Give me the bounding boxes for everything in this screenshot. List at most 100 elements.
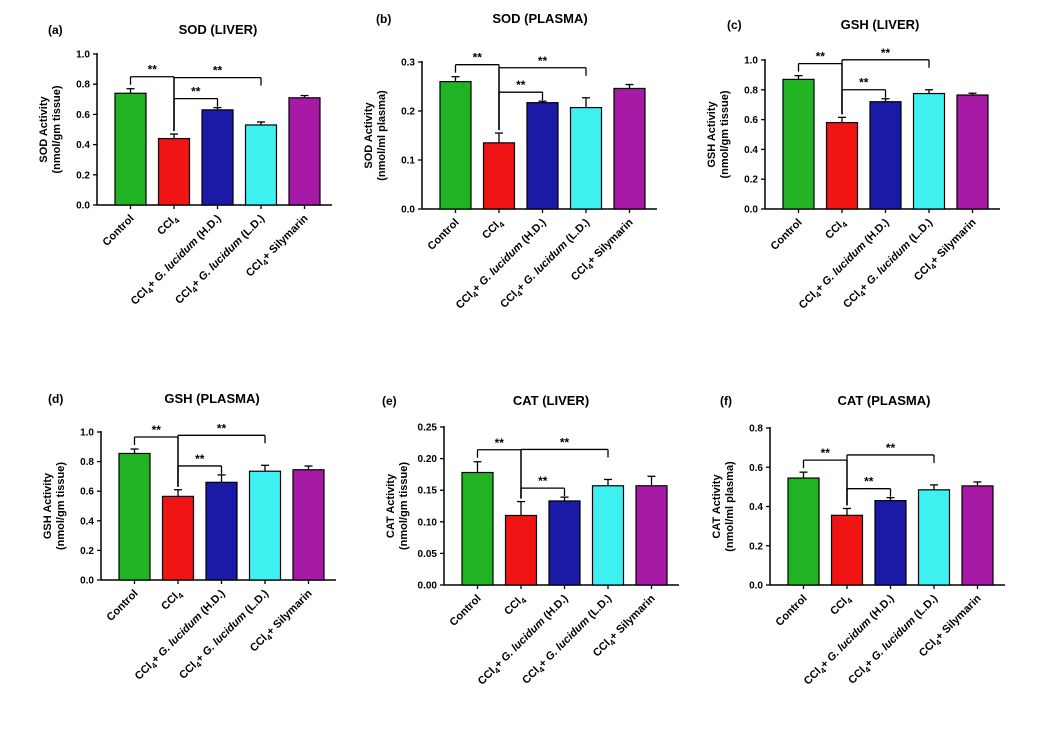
bar-3 xyxy=(205,481,238,581)
x-tick-label: Control xyxy=(104,588,140,624)
bar-4 xyxy=(244,124,278,206)
y-tick-label: 0.6 xyxy=(76,110,90,121)
y-tick-label: 0.3 xyxy=(401,58,415,69)
y-tick-label: 0.4 xyxy=(76,140,90,151)
y-tick-label: 0.8 xyxy=(80,457,94,468)
y-axis-unit-label: (nmol/gm tissue) xyxy=(55,462,67,550)
y-tick-label: 0.8 xyxy=(744,85,758,96)
bar-5 xyxy=(288,97,321,206)
y-tick-label: 0.2 xyxy=(744,175,758,186)
significance-label: ** xyxy=(859,76,869,90)
x-tick-label: CCl4 xyxy=(155,212,182,239)
x-tick-label: Control xyxy=(425,217,461,253)
y-axis-label: GSH Activity xyxy=(706,101,718,168)
bar-4 xyxy=(917,489,951,586)
bar-4 xyxy=(248,470,282,581)
y-tick-label: 0.0 xyxy=(401,205,415,216)
x-tick-label: Control xyxy=(100,213,136,249)
x-tick-label: Control xyxy=(773,593,809,629)
y-axis-label: GSH Activity xyxy=(42,472,54,539)
chart-panel-1: (a) SOD (LIVER) SOD Activity (nmol/gm tissu… xyxy=(38,22,332,307)
y-tick-label: 0.0 xyxy=(80,576,94,587)
y-tick-label: 0.2 xyxy=(76,170,90,181)
significance-label: ** xyxy=(213,64,223,78)
bar-5 xyxy=(292,469,325,581)
chart-title: GSH (LIVER) xyxy=(841,17,920,32)
y-tick-label: 1.0 xyxy=(76,50,90,61)
bar-3 xyxy=(874,500,907,586)
x-tick-label: CCl4 xyxy=(502,592,529,619)
bar-5 xyxy=(635,485,668,586)
bar-1 xyxy=(787,477,820,586)
bar-3 xyxy=(869,101,902,210)
y-tick-label: 0.15 xyxy=(418,486,438,497)
panel-letter: (f) xyxy=(720,394,732,408)
y-axis-label: SOD Activity xyxy=(363,102,375,169)
significance-label: ** xyxy=(152,423,162,437)
y-axis-unit-label: (nmol/ml plasma) xyxy=(724,461,736,552)
bar-1 xyxy=(118,452,151,581)
bar-4 xyxy=(569,106,603,210)
chart-title: CAT (PLASMA) xyxy=(838,393,931,408)
y-tick-label: 0.6 xyxy=(80,487,94,498)
y-axis-label: CAT Activity xyxy=(385,473,397,538)
x-tick-label: CCl4 xyxy=(480,216,507,243)
significance-label: ** xyxy=(886,441,896,455)
y-axis-unit-label: (nmol/ml plasma) xyxy=(376,90,388,181)
significance-label: ** xyxy=(191,85,201,99)
y-tick-label: 0.25 xyxy=(418,423,438,434)
y-tick-label: 0.20 xyxy=(418,454,438,465)
significance-label: ** xyxy=(816,50,826,64)
chart-title: SOD (LIVER) xyxy=(179,22,258,37)
significance-label: ** xyxy=(538,54,548,68)
chart-panel-3: (c) GSH (LIVER) GSH Activity (nmol/gm tissu… xyxy=(706,17,1000,311)
significance-label: ** xyxy=(560,435,570,449)
bar-1 xyxy=(114,92,147,206)
bar-5 xyxy=(613,87,646,210)
significance-label: ** xyxy=(538,474,548,488)
y-tick-label: 1.0 xyxy=(80,428,94,439)
y-axis-unit-label: (nmol/gm tissue) xyxy=(51,85,63,173)
y-tick-label: 0.4 xyxy=(744,145,758,156)
bar-1 xyxy=(461,471,494,586)
y-axis-unit-label: (nmol/gm tissue) xyxy=(719,90,731,178)
chart-panel-2: (b) SOD (PLASMA) SOD Activity (nmol/ml plas… xyxy=(363,11,657,311)
bar-1 xyxy=(782,78,815,210)
significance-label: ** xyxy=(217,421,227,435)
x-tick-label: CCl4 xyxy=(828,592,855,619)
bar-2 xyxy=(161,495,195,581)
x-tick-label: CCl4 xyxy=(159,587,186,614)
significance-label: ** xyxy=(881,46,891,60)
bar-2 xyxy=(830,514,864,586)
panel-letter: (b) xyxy=(376,12,391,26)
y-tick-label: 1.0 xyxy=(744,56,758,67)
y-tick-label: 0.8 xyxy=(749,424,763,435)
bar-5 xyxy=(956,94,989,210)
bar-2 xyxy=(504,514,538,586)
chart-title: GSH (PLASMA) xyxy=(164,391,259,406)
chart-panel-4: (d) GSH (PLASMA) GSH Activity (nmol/gm tiss… xyxy=(42,391,336,682)
bar-1 xyxy=(439,80,472,210)
bar-4 xyxy=(591,485,625,586)
y-tick-label: 0.0 xyxy=(744,205,758,216)
x-tick-label: Control xyxy=(768,217,804,253)
y-tick-label: 0.0 xyxy=(749,581,763,592)
bar-3 xyxy=(526,102,559,210)
y-tick-label: 0.8 xyxy=(76,80,90,91)
y-axis-label: SOD Activity xyxy=(38,96,50,163)
chart-panel-6: (f) CAT (PLASMA) CAT Activity (nmol/ml plas… xyxy=(711,393,1005,687)
x-tick-label: Control xyxy=(447,593,483,629)
bar-2 xyxy=(157,137,191,206)
y-axis-label: CAT Activity xyxy=(711,474,723,539)
significance-label: ** xyxy=(495,436,505,450)
bar-3 xyxy=(201,109,234,206)
significance-label: ** xyxy=(516,78,526,92)
y-tick-label: 0.6 xyxy=(744,115,758,126)
chart-title: SOD (PLASMA) xyxy=(492,11,587,26)
bar-5 xyxy=(961,485,994,586)
significance-label: ** xyxy=(821,446,831,460)
x-tick-label: CCl4 xyxy=(823,216,850,243)
chart-panel-5: (e) CAT (LIVER) CAT Activity (nmol/gm tissu… xyxy=(382,393,679,687)
